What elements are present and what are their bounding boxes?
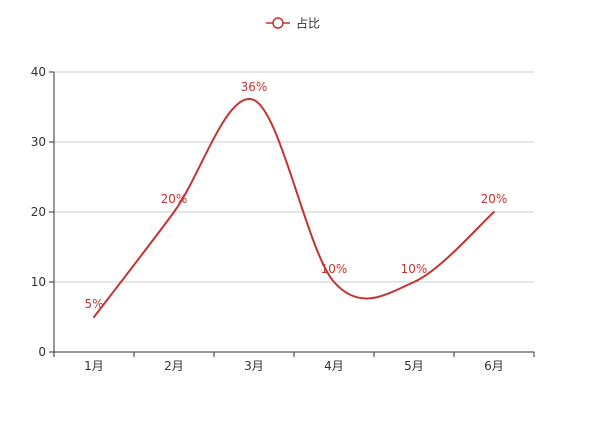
legend-label: 占比 bbox=[296, 16, 320, 31]
data-label: 10% bbox=[401, 262, 428, 276]
x-tick-label: 6月 bbox=[484, 359, 504, 373]
y-tick-label: 30 bbox=[31, 135, 46, 149]
y-tick-label: 0 bbox=[38, 345, 46, 359]
axes: 0 10 20 30 40 1月 2月 3月 4月 5月 6月 bbox=[31, 65, 535, 373]
x-tick-label: 1月 bbox=[84, 359, 104, 373]
y-tick-label: 40 bbox=[31, 65, 46, 79]
grid-lines bbox=[54, 71, 534, 283]
series-layer bbox=[93, 98, 495, 318]
y-tick-label: 20 bbox=[31, 205, 46, 219]
data-label: 20% bbox=[161, 192, 188, 206]
data-label: 20% bbox=[481, 192, 508, 206]
y-tick-label: 10 bbox=[31, 275, 46, 289]
legend[interactable]: 占比 bbox=[266, 16, 320, 31]
series-line[interactable] bbox=[93, 98, 495, 318]
x-tick-label: 4月 bbox=[324, 359, 344, 373]
data-label: 36% bbox=[241, 80, 268, 94]
legend-circle-icon bbox=[272, 17, 284, 29]
x-tick-label: 3月 bbox=[244, 359, 264, 373]
x-tick-label: 2月 bbox=[164, 359, 184, 373]
data-label: 10% bbox=[321, 262, 348, 276]
data-labels: 5% 20% 36% 10% 10% 20% bbox=[84, 80, 507, 311]
x-tick-label: 5月 bbox=[404, 359, 424, 373]
data-label: 5% bbox=[84, 297, 103, 311]
